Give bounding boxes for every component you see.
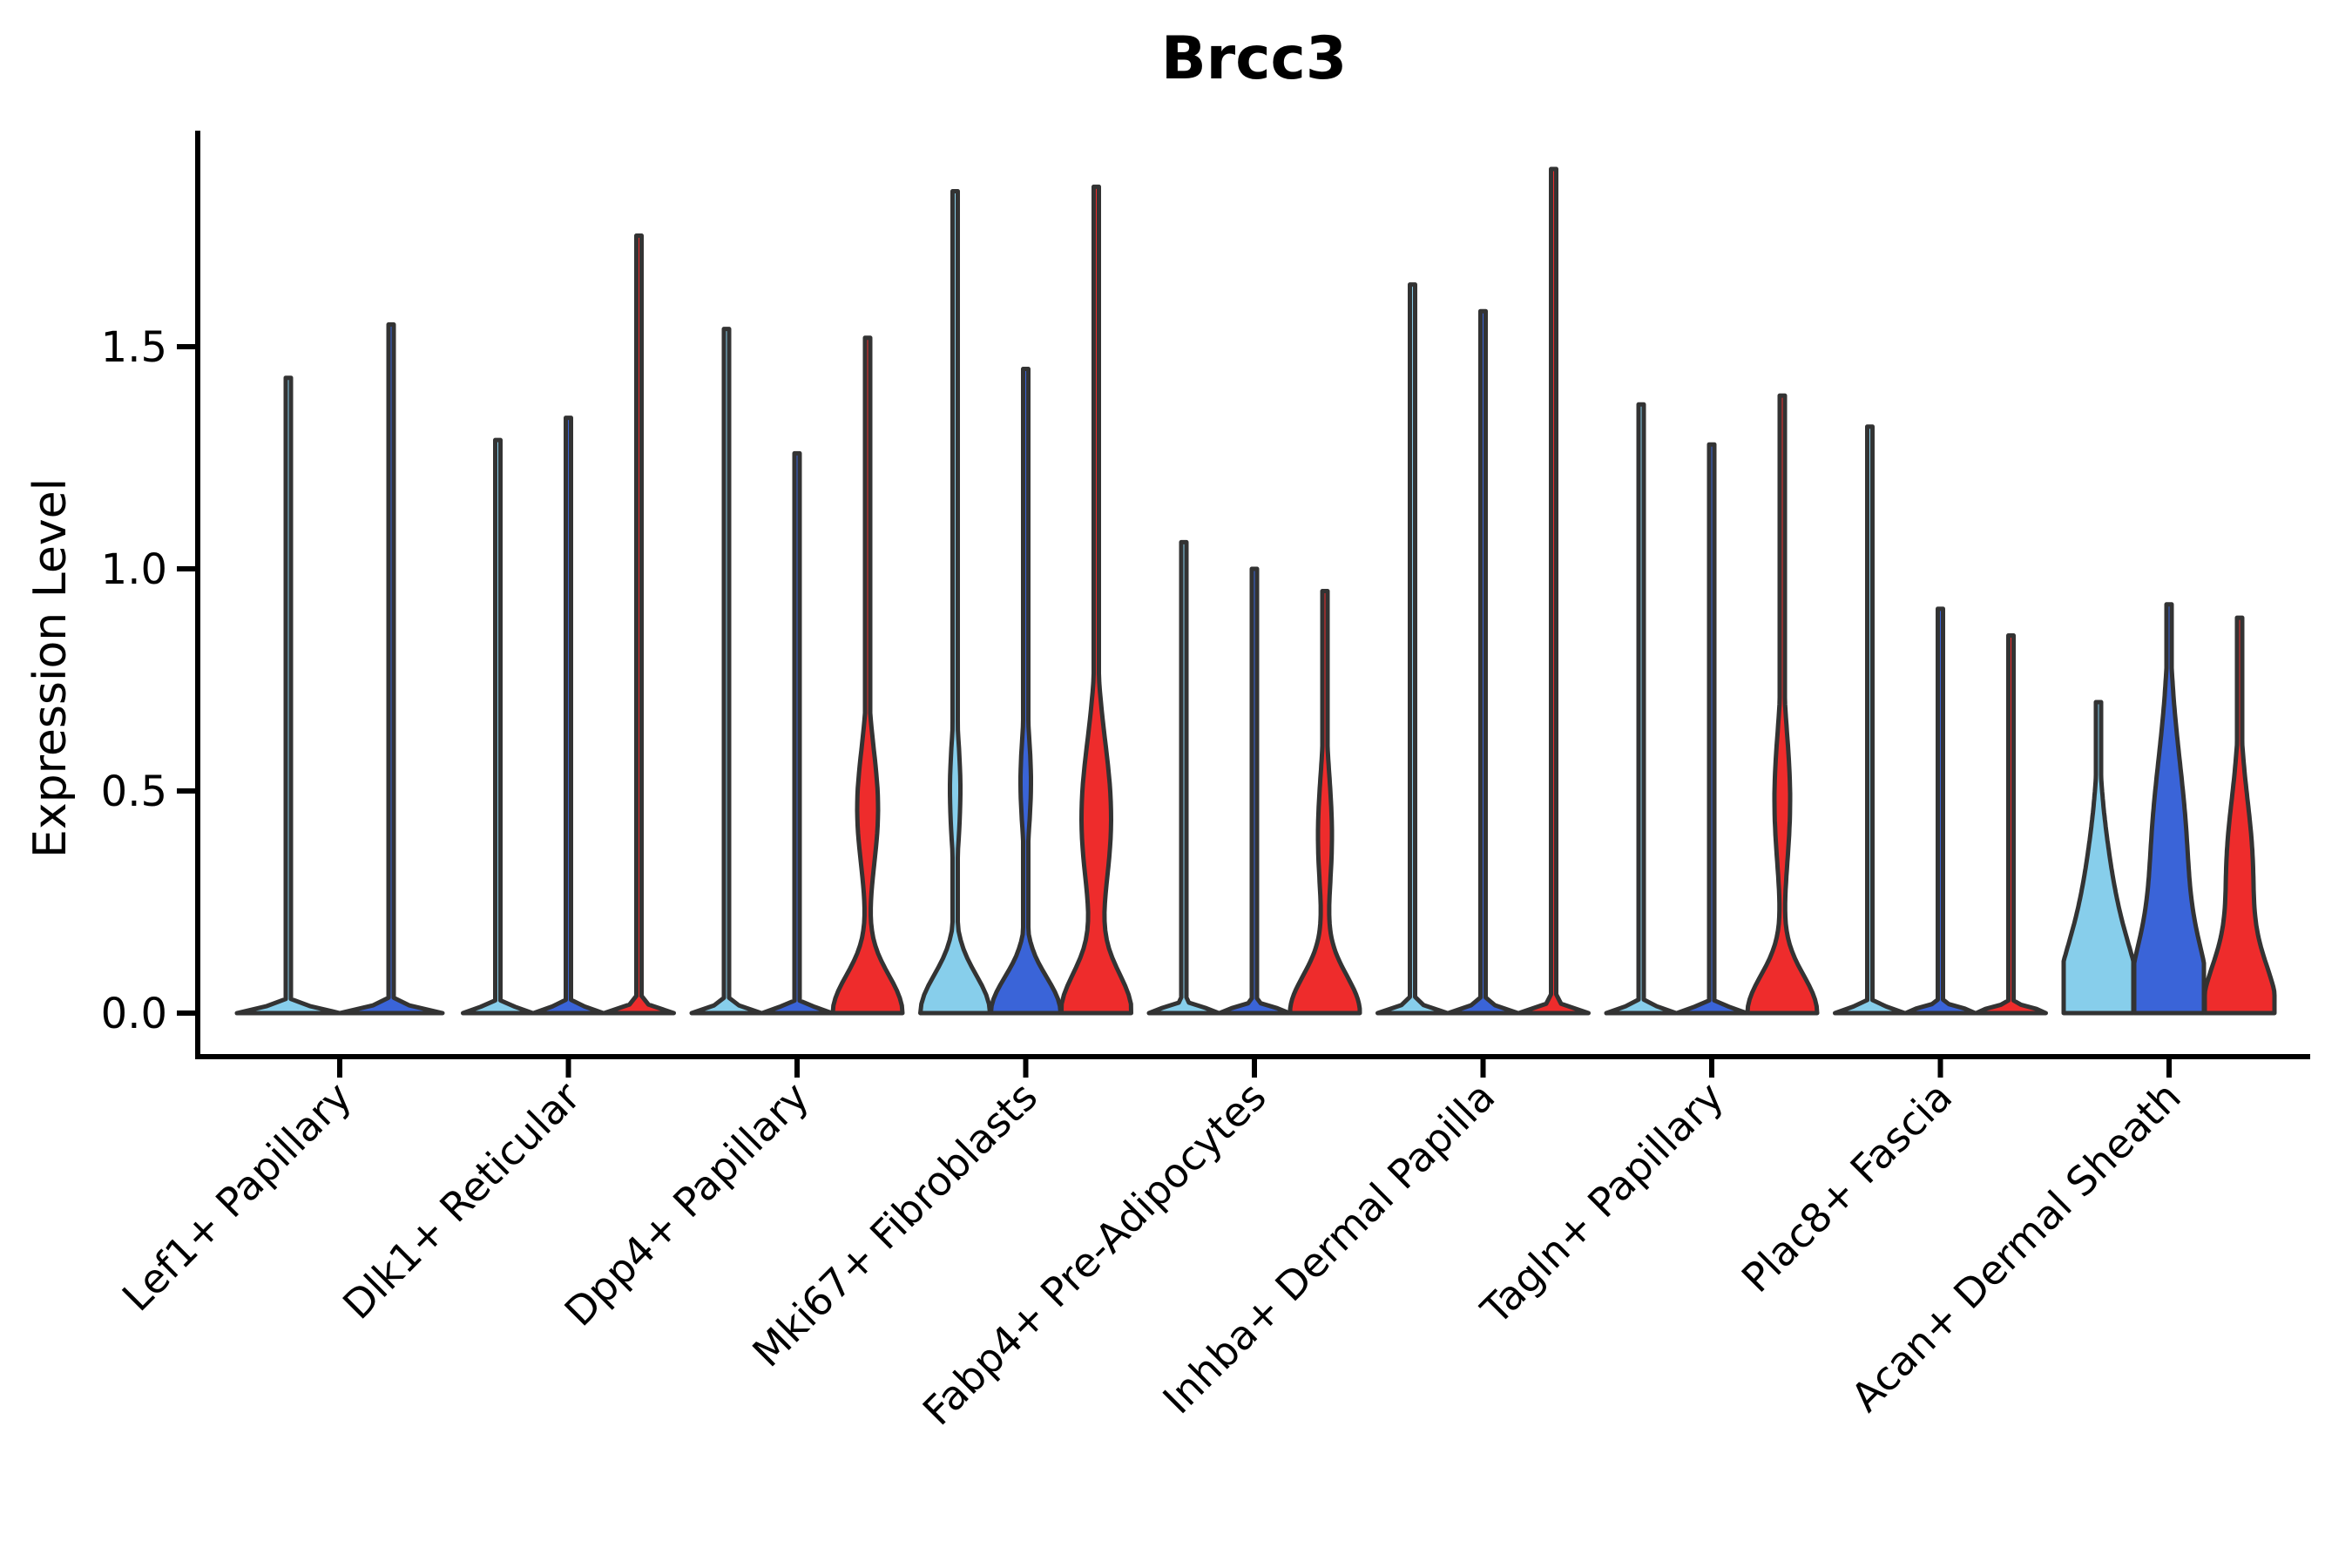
plot-title: Brcc3 xyxy=(1160,24,1348,93)
violin-tagln-papillary-dark_blue xyxy=(1674,442,1749,1016)
violin-mki67-fibroblasts-light_blue xyxy=(918,189,992,1016)
y-tick-label: 0.5 xyxy=(101,767,167,816)
violin-fabp4-pre-adipocytes-dark_blue xyxy=(1217,566,1292,1016)
violin-tagln-papillary-red xyxy=(1745,393,1820,1016)
violin-inhba-dermal-papilla-dark_blue xyxy=(1446,308,1520,1016)
violin-mki67-fibroblasts-red xyxy=(1059,184,1133,1016)
violin-mki67-fibroblasts-dark_blue xyxy=(989,367,1063,1016)
violin-fabp4-pre-adipocytes-red xyxy=(1288,589,1362,1016)
violin-acan-dermal-sheath-red xyxy=(2202,615,2277,1016)
violin-lef1-papillary-light_blue xyxy=(234,375,342,1016)
violin-lef1-papillary-dark_blue xyxy=(337,322,445,1016)
y-tick-label: 1.0 xyxy=(101,545,167,594)
violin-dlk1-reticular-light_blue xyxy=(461,437,535,1016)
violin-fabp4-pre-adipocytes-light_blue xyxy=(1146,539,1221,1016)
x-tick-label-plac8-fascia: Plac8+ Fascia xyxy=(1733,1073,1961,1301)
x-tick-label-tagln-papillary: Tagln+ Papillary xyxy=(1471,1073,1733,1335)
violin-inhba-dermal-papilla-red xyxy=(1517,166,1591,1016)
violin-inhba-dermal-papilla-light_blue xyxy=(1375,282,1450,1016)
x-tick-label-dlk1-reticular: Dlk1+ Reticular xyxy=(334,1073,589,1328)
y-tick-label: 0.0 xyxy=(101,990,167,1038)
violin-tagln-papillary-light_blue xyxy=(1604,402,1679,1016)
violin-acan-dermal-sheath-dark_blue xyxy=(2132,602,2207,1016)
violin-dpp4-papillary-red xyxy=(830,335,905,1016)
violin-plac8-fascia-red xyxy=(1974,633,2048,1016)
violin-dlk1-reticular-dark_blue xyxy=(531,416,605,1016)
violin-plac8-fascia-light_blue xyxy=(1833,424,1907,1016)
violin-dlk1-reticular-red xyxy=(602,233,676,1016)
violin-plac8-fascia-dark_blue xyxy=(1903,606,1977,1016)
violin-dpp4-papillary-dark_blue xyxy=(760,450,835,1016)
violin-acan-dermal-sheath-light_blue xyxy=(2061,700,2136,1016)
y-tick-label: 1.5 xyxy=(101,323,167,372)
x-tick-label-lef1-papillary: Lef1+ Papillary xyxy=(113,1073,361,1321)
x-tick-label-dpp4-papillary: Dpp4+ Papillary xyxy=(556,1073,818,1335)
violin-dpp4-papillary-light_blue xyxy=(689,327,764,1016)
